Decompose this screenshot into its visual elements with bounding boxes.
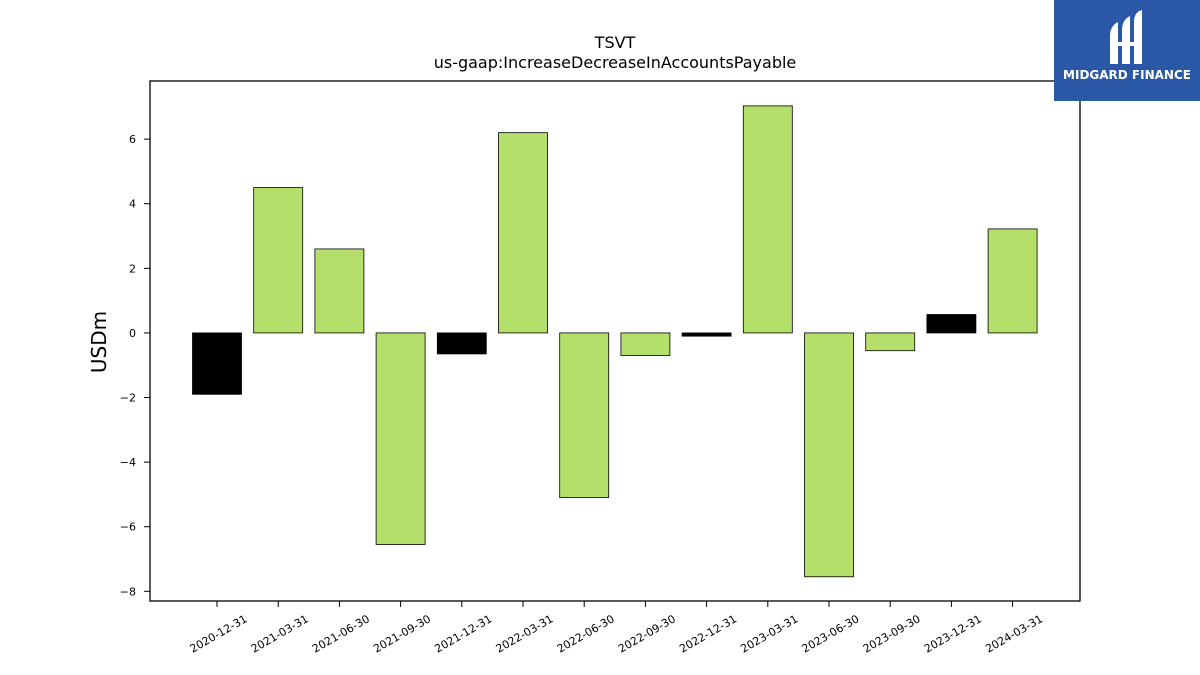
bar-2022-12-31: [681, 332, 732, 337]
y-tick-label: 4: [129, 198, 136, 211]
y-axis-label: USDm: [87, 311, 111, 373]
bar-2021-09-30: [375, 332, 426, 545]
bar-2022-09-30: [620, 332, 671, 356]
x-tick-label: 2023-09-30: [861, 612, 923, 655]
bar-2021-12-31: [436, 332, 487, 355]
bar-2023-06-30: [804, 332, 854, 578]
bar-2023-09-30: [865, 332, 916, 352]
x-tick-label: 2022-06-30: [555, 612, 617, 655]
bars-group: [192, 105, 1038, 578]
bar-2022-06-30: [559, 332, 610, 499]
y-tick-label: −6: [120, 521, 136, 534]
x-tick-label: 2022-03-31: [494, 612, 556, 655]
midgard-logo-icon: [1110, 10, 1142, 64]
y-ticks-group: −8 −6 −4 −2 0 2 4 6: [120, 133, 150, 598]
midgard-finance-logo: MIDGARD FINANCE: [1054, 0, 1200, 101]
x-tick-label: 2024-03-31: [983, 612, 1045, 655]
x-tick-label: 2020-12-31: [188, 612, 250, 655]
y-tick-label: −2: [120, 392, 136, 405]
logo-text: MIDGARD FINANCE: [1063, 68, 1191, 82]
y-tick-label: 0: [129, 327, 136, 340]
bar-2021-03-31: [253, 187, 304, 334]
bar-2020-12-31: [192, 332, 242, 395]
x-tick-label: 2021-03-31: [249, 612, 311, 655]
y-tick-label: 2: [129, 262, 136, 275]
x-tick-label: 2023-03-31: [738, 612, 800, 655]
chart-subtitle: us-gaap:IncreaseDecreaseInAccountsPayabl…: [434, 53, 797, 72]
bar-2021-06-30: [314, 248, 365, 334]
bar-2023-12-31: [926, 314, 977, 334]
x-ticks-group: 2020-12-31 2021-03-31 2021-06-30 2021-09-30…: [188, 601, 1045, 656]
y-tick-label: −4: [120, 456, 136, 469]
bar-2022-03-31: [498, 132, 548, 334]
x-tick-label: 2023-12-31: [922, 612, 984, 655]
x-tick-label: 2022-12-31: [677, 612, 739, 655]
bar-2024-03-31: [987, 228, 1038, 334]
x-tick-label: 2021-12-31: [432, 612, 494, 655]
chart-title: TSVT: [594, 33, 636, 52]
x-tick-label: 2022-09-30: [616, 612, 678, 655]
x-tick-label: 2023-06-30: [800, 612, 862, 655]
y-tick-label: 6: [129, 133, 136, 146]
bar-2023-03-31: [742, 105, 793, 334]
x-tick-label: 2021-09-30: [371, 612, 433, 655]
y-tick-label: −8: [120, 585, 136, 598]
plot-frame: [149, 80, 1081, 602]
x-tick-label: 2021-06-30: [310, 612, 372, 655]
